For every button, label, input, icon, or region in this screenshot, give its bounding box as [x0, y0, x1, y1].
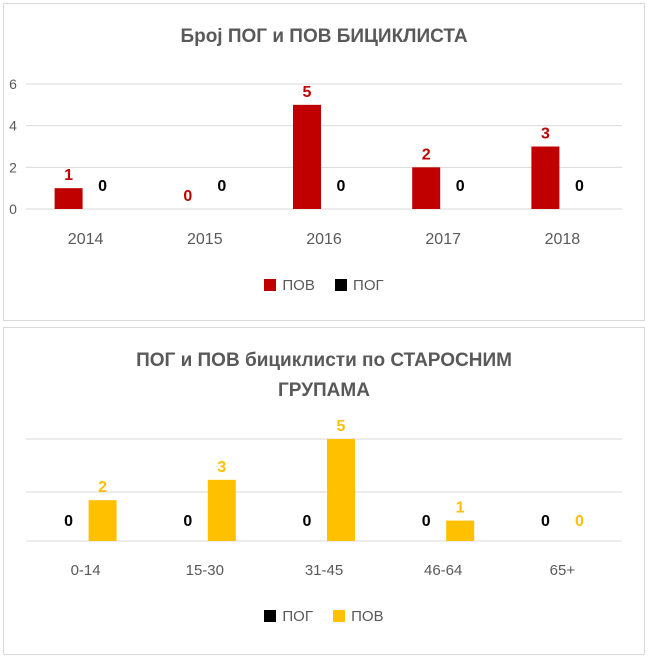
legend-label: ПОГ — [282, 607, 313, 625]
bar-pov — [446, 520, 475, 541]
x-tick-label: 0-14 — [71, 562, 101, 579]
bar-pov — [207, 479, 236, 541]
chart-2-plot: 0 2 0-14 0 3 15-30 0 5 31-45 0 1 46-64 0 0 65+ — [26, 418, 622, 579]
data-label-pog: 0 — [217, 178, 226, 195]
data-label-pov: 2 — [98, 479, 107, 496]
y-tick-label: 0 — [9, 201, 17, 217]
x-tick-label: 2018 — [545, 231, 581, 248]
legend-label: ПОГ — [353, 276, 384, 294]
x-tick-label: 65+ — [550, 562, 576, 579]
data-label-pog: 0 — [183, 513, 192, 530]
data-label-pog: 0 — [456, 178, 465, 195]
x-tick-label: 2016 — [306, 231, 342, 248]
data-label-pov: 3 — [541, 126, 550, 143]
chart-2-legend: ПОГ ПОВ — [4, 607, 644, 625]
legend-swatch — [264, 609, 277, 622]
data-label-pov: 0 — [575, 513, 584, 530]
legend-swatch — [335, 278, 348, 291]
chart-1-legend: ПОВ ПОГ — [4, 276, 644, 294]
chart-title: Број ПОГ и ПОВ БИЦИКЛИСТА — [180, 26, 468, 47]
legend-item-pov: ПОВ — [264, 276, 315, 294]
x-tick-label: 2015 — [187, 231, 223, 248]
data-label-pog: 0 — [575, 178, 584, 195]
legend-swatch — [264, 278, 277, 291]
chart-panel-1: Број ПОГ и ПОВ БИЦИКЛИСТА 0 2 4 6 1 0 2014 0 0 20… — [3, 3, 645, 321]
data-label-pog: 0 — [337, 178, 346, 195]
x-tick-label: 2014 — [68, 231, 104, 248]
data-label-pog: 0 — [422, 513, 431, 530]
legend-label: ПОВ — [351, 607, 384, 625]
data-label-pog: 0 — [98, 178, 107, 195]
chart-title-line-2: ГРУПАМА — [278, 380, 370, 401]
bar-pov — [412, 167, 441, 209]
legend-item-pov: ПОВ — [333, 607, 384, 625]
y-tick-label: 2 — [9, 159, 17, 175]
bar-pov — [88, 500, 117, 541]
bar-pov — [327, 439, 355, 541]
bar-pov — [293, 104, 321, 209]
data-label-pov: 0 — [183, 188, 192, 205]
data-label-pov: 2 — [422, 146, 431, 163]
bar-pov — [531, 146, 560, 209]
x-tick-label: 46-64 — [424, 562, 462, 579]
chart-title-line-1: ПОГ и ПОВ бициклисти по СТАРОСНИМ — [136, 350, 512, 371]
x-tick-label: 2017 — [425, 231, 461, 248]
data-label-pog: 0 — [303, 513, 312, 530]
data-label-pov: 1 — [456, 500, 465, 517]
legend-item-pog: ПОГ — [335, 277, 384, 294]
data-label-pov: 5 — [303, 84, 312, 101]
x-tick-label: 15-30 — [186, 562, 224, 579]
legend-swatch — [333, 609, 346, 622]
data-label-pov: 1 — [64, 167, 73, 184]
legend-label: ПОВ — [282, 276, 315, 294]
y-tick-label: 4 — [9, 118, 17, 134]
data-label-pog: 0 — [541, 513, 550, 530]
chart-panel-2: ПОГ и ПОВ бициклисти по СТАРОСНИМ ГРУПАМ… — [3, 327, 645, 655]
bar-pov — [54, 188, 83, 209]
x-tick-label: 31-45 — [305, 562, 343, 579]
data-label-pov: 5 — [337, 418, 346, 435]
chart-1-plot: 0 2 4 6 1 0 2014 0 0 2015 5 0 2016 2 0 2017 3 0 2018 — [9, 76, 622, 248]
data-label-pov: 3 — [217, 459, 226, 476]
y-tick-label: 6 — [9, 76, 17, 92]
data-label-pog: 0 — [64, 513, 73, 530]
legend-item-pog: ПОГ — [264, 608, 313, 625]
